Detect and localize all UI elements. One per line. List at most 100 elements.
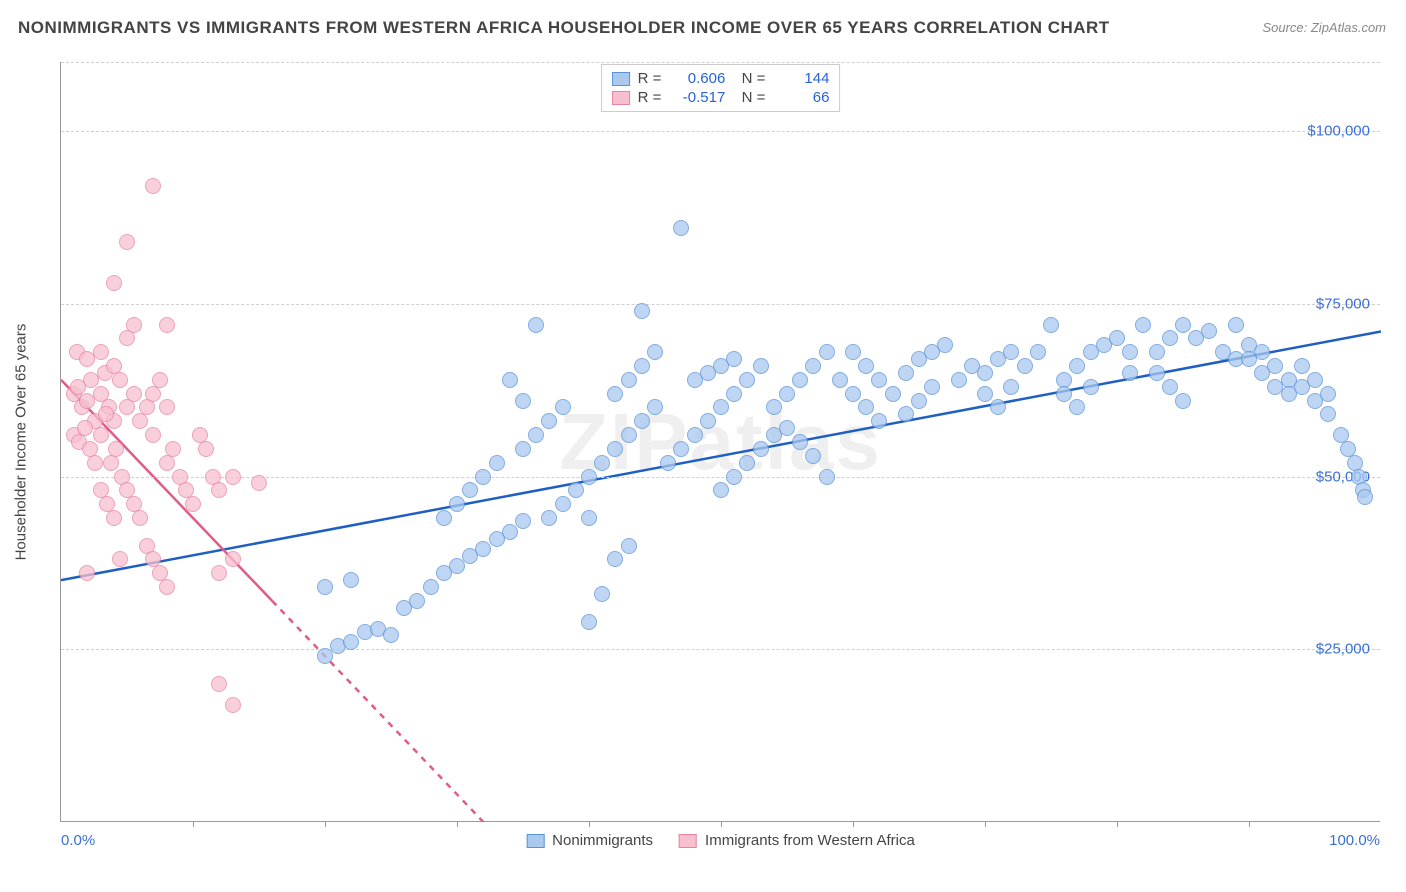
- data-point-pink: [198, 441, 214, 457]
- data-point-blue: [647, 344, 663, 360]
- data-point-pink: [79, 565, 95, 581]
- data-point-blue: [977, 386, 993, 402]
- data-point-blue: [607, 386, 623, 402]
- series-legend: Nonimmigrants Immigrants from Western Af…: [526, 832, 915, 849]
- data-point-blue: [581, 510, 597, 526]
- data-point-pink: [165, 441, 181, 457]
- data-point-blue: [1122, 344, 1138, 360]
- data-point-blue: [634, 413, 650, 429]
- data-point-pink: [119, 330, 135, 346]
- data-point-blue: [858, 399, 874, 415]
- data-point-blue: [898, 406, 914, 422]
- correlation-stats-box: R = 0.606 N = 144 R = -0.517 N = 66: [601, 64, 841, 112]
- x-tick: [1117, 821, 1118, 827]
- gridline: [61, 649, 1380, 650]
- data-point-blue: [1201, 323, 1217, 339]
- data-point-blue: [475, 541, 491, 557]
- data-point-pink: [106, 510, 122, 526]
- data-point-blue: [937, 337, 953, 353]
- data-point-pink: [103, 455, 119, 471]
- data-point-blue: [475, 469, 491, 485]
- data-point-blue: [1003, 344, 1019, 360]
- data-point-blue: [1003, 379, 1019, 395]
- x-tick: [853, 821, 854, 827]
- data-point-blue: [541, 413, 557, 429]
- data-point-blue: [739, 372, 755, 388]
- data-point-blue: [951, 372, 967, 388]
- stats-row-pink: R = -0.517 N = 66: [612, 88, 830, 107]
- data-point-blue: [911, 393, 927, 409]
- data-point-blue: [555, 496, 571, 512]
- data-point-pink: [77, 420, 93, 436]
- data-point-blue: [502, 524, 518, 540]
- data-point-blue: [871, 372, 887, 388]
- data-point-blue: [1069, 358, 1085, 374]
- data-point-blue: [423, 579, 439, 595]
- data-point-blue: [1149, 365, 1165, 381]
- data-point-blue: [819, 469, 835, 485]
- data-point-blue: [489, 455, 505, 471]
- x-tick: [457, 821, 458, 827]
- data-point-blue: [805, 358, 821, 374]
- data-point-blue: [753, 358, 769, 374]
- r-value-blue: 0.606: [669, 70, 725, 87]
- data-point-blue: [634, 358, 650, 374]
- data-point-pink: [93, 427, 109, 443]
- data-point-blue: [753, 441, 769, 457]
- data-point-pink: [159, 399, 175, 415]
- data-point-pink: [225, 469, 241, 485]
- svg-overlay: [61, 62, 1381, 822]
- data-point-pink: [159, 455, 175, 471]
- data-point-blue: [1320, 386, 1336, 402]
- data-point-blue: [515, 513, 531, 529]
- data-point-blue: [528, 317, 544, 333]
- data-point-blue: [819, 344, 835, 360]
- x-tick: [325, 821, 326, 827]
- data-point-blue: [792, 372, 808, 388]
- x-axis-min-label: 0.0%: [61, 832, 95, 849]
- y-tick-label: $75,000: [1316, 295, 1370, 312]
- data-point-blue: [317, 579, 333, 595]
- data-point-blue: [805, 448, 821, 464]
- data-point-blue: [739, 455, 755, 471]
- data-point-blue: [1281, 386, 1297, 402]
- data-point-pink: [119, 399, 135, 415]
- data-point-blue: [673, 441, 689, 457]
- y-axis-title: Householder Income Over 65 years: [13, 323, 30, 560]
- x-axis-max-label: 100.0%: [1329, 832, 1380, 849]
- data-point-pink: [98, 406, 114, 422]
- data-point-blue: [766, 399, 782, 415]
- data-point-blue: [1228, 317, 1244, 333]
- x-tick: [193, 821, 194, 827]
- data-point-blue: [898, 365, 914, 381]
- data-point-blue: [343, 634, 359, 650]
- data-point-pink: [211, 676, 227, 692]
- data-point-blue: [1294, 358, 1310, 374]
- data-point-blue: [845, 386, 861, 402]
- data-point-blue: [528, 427, 544, 443]
- data-point-pink: [126, 317, 142, 333]
- data-point-blue: [713, 399, 729, 415]
- x-tick: [589, 821, 590, 827]
- data-point-blue: [594, 455, 610, 471]
- data-point-pink: [159, 317, 175, 333]
- data-point-blue: [1175, 317, 1191, 333]
- data-point-blue: [1357, 489, 1373, 505]
- data-point-blue: [1307, 372, 1323, 388]
- x-tick: [985, 821, 986, 827]
- data-point-blue: [621, 427, 637, 443]
- data-point-blue: [634, 303, 650, 319]
- legend-item-blue: Nonimmigrants: [526, 832, 653, 849]
- data-point-blue: [607, 441, 623, 457]
- data-point-pink: [108, 441, 124, 457]
- data-point-pink: [225, 551, 241, 567]
- data-point-blue: [541, 510, 557, 526]
- data-point-blue: [1162, 379, 1178, 395]
- data-point-blue: [1175, 393, 1191, 409]
- data-point-blue: [687, 427, 703, 443]
- r-value-pink: -0.517: [669, 89, 725, 106]
- n-value-pink: 66: [773, 89, 829, 106]
- data-point-blue: [779, 420, 795, 436]
- data-point-blue: [1083, 379, 1099, 395]
- data-point-blue: [1030, 344, 1046, 360]
